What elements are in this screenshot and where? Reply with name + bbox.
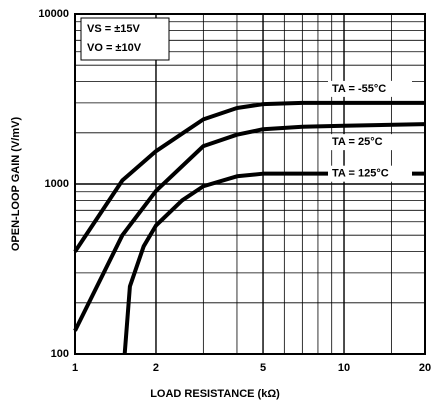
legend-box — [328, 134, 412, 151]
legend-label: TA = 25°C — [332, 136, 383, 148]
x-axis-label: LOAD RESISTANCE (kΩ) — [150, 388, 280, 400]
y-axis-label: OPEN-LOOP GAIN (V/mV) — [10, 117, 22, 252]
series-line — [73, 100, 425, 253]
annotation-box — [80, 17, 170, 61]
series-line — [73, 122, 426, 332]
x-tick-label: 5 — [260, 362, 266, 374]
annotation: VO = ±10V — [87, 42, 142, 54]
legend-box — [328, 80, 412, 97]
x-tick-label: 20 — [419, 362, 431, 374]
legend-label: TA = 125°C — [332, 168, 389, 180]
y-tick-label: 10000 — [38, 8, 69, 20]
plot-frame — [74, 13, 426, 355]
annotation: VS = ±15V — [87, 23, 140, 35]
series-line — [122, 171, 425, 355]
x-tick-label: 10 — [338, 362, 350, 374]
legend-label: TA = -55°C — [332, 83, 386, 95]
y-tick-label: 1000 — [45, 178, 69, 190]
x-tick-label: 1 — [72, 362, 78, 374]
legend-box — [328, 165, 412, 182]
y-tick-label: 100 — [51, 348, 69, 360]
x-tick-label: 2 — [153, 362, 159, 374]
